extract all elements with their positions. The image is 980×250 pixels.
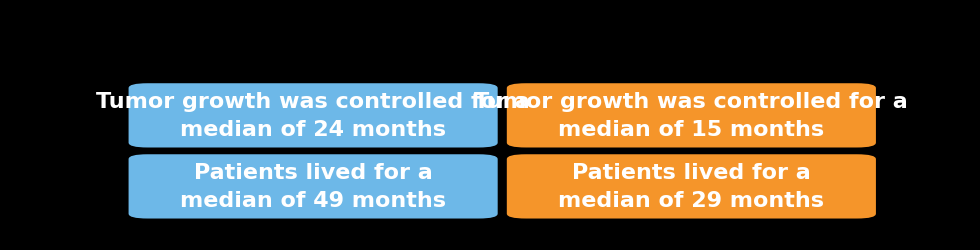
Text: Tumor growth was controlled for a
median of 15 months: Tumor growth was controlled for a median… bbox=[474, 92, 908, 140]
FancyBboxPatch shape bbox=[507, 155, 876, 219]
Text: Patients lived for a
median of 49 months: Patients lived for a median of 49 months bbox=[180, 163, 446, 210]
FancyBboxPatch shape bbox=[507, 84, 876, 148]
FancyBboxPatch shape bbox=[128, 155, 498, 219]
Text: Tumor growth was controlled for a
median of 24 months: Tumor growth was controlled for a median… bbox=[96, 92, 530, 140]
FancyBboxPatch shape bbox=[128, 84, 498, 148]
Text: Patients lived for a
median of 29 months: Patients lived for a median of 29 months bbox=[559, 163, 824, 210]
